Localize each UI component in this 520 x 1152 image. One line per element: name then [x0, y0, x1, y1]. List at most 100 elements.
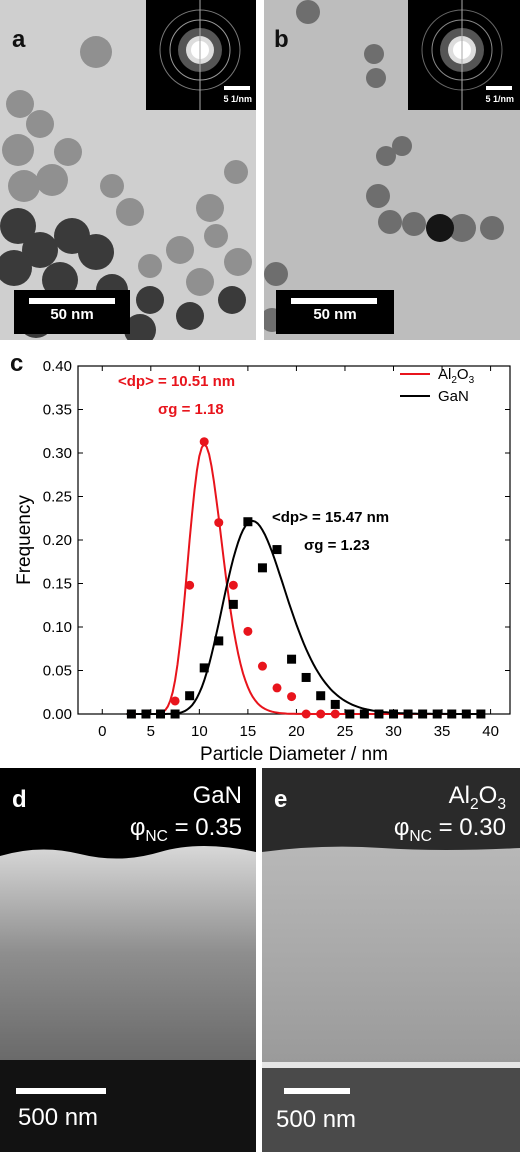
data-point-1	[214, 636, 224, 646]
phi-subscript-d: NC	[145, 827, 168, 845]
y-tick-label: 0.40	[43, 358, 72, 375]
data-point-0	[257, 661, 267, 671]
scale-bar-label-d: 500 nm	[18, 1104, 99, 1131]
tem-panel-a: a 5 1/nm 50 nm	[0, 0, 256, 340]
data-point-0	[228, 580, 238, 590]
data-point-1	[476, 709, 486, 719]
annotation-mean-1: <dp> = 15.47 nm	[272, 509, 389, 526]
annotation-sigma-1: σg = 1.23	[304, 537, 370, 554]
phi-subscript-e: NC	[409, 827, 432, 845]
data-point-1	[287, 654, 297, 664]
phi-value-e: = 0.30	[431, 814, 506, 841]
data-point-1	[199, 663, 209, 673]
x-tick-label: 35	[434, 723, 451, 740]
data-point-1	[185, 691, 195, 701]
data-point-1	[403, 709, 413, 719]
inset-scale-label-b: 5 1/nm	[485, 94, 514, 104]
diffraction-inset-b: 5 1/nm	[408, 0, 520, 110]
data-point-1	[170, 709, 180, 719]
y-axis-label: Frequency	[14, 495, 35, 585]
y-tick-label: 0.15	[43, 576, 72, 593]
y-tick-label: 0.20	[43, 532, 72, 549]
scale-bar-label-b: 50 nm	[313, 306, 357, 323]
inset-scale-bar-b	[486, 86, 512, 90]
data-point-1	[359, 709, 369, 719]
data-point-1	[301, 672, 311, 682]
y-tick-label: 0.25	[43, 489, 72, 506]
material-sub2-e: 3	[497, 795, 506, 813]
data-point-1	[257, 563, 267, 573]
data-point-0	[287, 692, 297, 702]
panel-letter-c: c	[10, 350, 24, 377]
data-point-0	[170, 696, 180, 706]
data-point-1	[374, 709, 384, 719]
sem-panel-d: d GaN φNC = 0.35 500 nm	[0, 768, 256, 1152]
data-point-1	[316, 691, 326, 701]
tem-panel-b: b 5 1/nm 50 nm	[264, 0, 520, 340]
scale-bar-line-b	[291, 298, 377, 304]
y-tick-label: 0.30	[43, 445, 72, 462]
y-tick-label: 0.00	[43, 706, 72, 723]
scale-bar-label-e: 500 nm	[276, 1106, 357, 1133]
data-point-1	[272, 545, 282, 555]
data-point-1	[447, 709, 457, 719]
y-tick-label: 0.05	[43, 663, 72, 680]
inset-scale-label-a: 5 1/nm	[223, 94, 252, 104]
y-tick-label: 0.10	[43, 619, 72, 636]
panel-letter-e: e	[274, 786, 288, 813]
x-tick-label: 30	[385, 723, 402, 740]
material-label-d: GaN	[192, 782, 242, 809]
x-tick-label: 0	[98, 723, 106, 740]
phi-value-d: = 0.35	[167, 814, 242, 841]
data-point-0	[301, 709, 311, 719]
data-point-1	[243, 517, 253, 527]
inset-scale-bar-a	[224, 86, 250, 90]
y-tick-label: 0.35	[43, 402, 72, 419]
data-point-1	[432, 709, 442, 719]
volume-fraction-label-e: φNC = 0.30	[394, 814, 506, 846]
annotation-mean-0: <dp> = 10.51 nm	[118, 373, 235, 390]
sem-panel-e: e Al2O3 φNC = 0.30 500 nm	[262, 768, 520, 1152]
data-point-1	[126, 709, 136, 719]
material-label-e: Al2O3	[449, 782, 506, 814]
x-tick-label: 40	[482, 723, 499, 740]
volume-fraction-label-d: φNC = 0.35	[130, 814, 242, 846]
panel-letter-a: a	[12, 26, 26, 53]
x-tick-label: 10	[191, 723, 208, 740]
data-point-0	[199, 437, 209, 447]
scale-bar-b: 50 nm	[276, 290, 394, 334]
data-point-0	[272, 683, 282, 693]
data-point-1	[418, 709, 428, 719]
data-point-1	[141, 709, 151, 719]
data-point-1	[330, 699, 340, 709]
x-tick-label: 25	[337, 723, 354, 740]
legend-label-1: GaN	[438, 388, 469, 405]
data-point-0	[243, 626, 253, 636]
data-point-0	[214, 518, 224, 528]
x-tick-label: 15	[240, 723, 257, 740]
x-tick-label: 5	[147, 723, 155, 740]
annotation-sigma-0: σg = 1.18	[158, 401, 224, 418]
data-point-0	[316, 709, 326, 719]
phi-symbol-d: φ	[129, 814, 146, 841]
data-point-1	[156, 709, 166, 719]
scale-bar-label-a: 50 nm	[50, 306, 94, 323]
data-point-0	[185, 580, 195, 590]
x-tick-label: 20	[288, 723, 305, 740]
data-point-0	[330, 709, 340, 719]
material-al-e: Al	[448, 782, 470, 809]
scale-bar-a: 50 nm	[14, 290, 130, 334]
panel-letter-d: d	[12, 786, 27, 813]
data-point-1	[345, 709, 355, 719]
data-point-1	[228, 599, 238, 609]
x-axis-label: Particle Diameter / nm	[200, 744, 388, 764]
chart-canvas: 0 5 10 15 20 25 30 35 40 0.00 0.05 0.10 0.15 0.20 0.25…	[14, 358, 511, 764]
size-distribution-chart: c 0 5 10 15 20 25 30 35 40 0.00 0.05 0.10 0.15 0.20 0.…	[0, 344, 520, 764]
material-o-e: O	[478, 782, 498, 809]
material-sub1-e: 2	[469, 795, 479, 813]
data-point-1	[389, 709, 399, 719]
scale-bar-d	[16, 1088, 106, 1094]
legend-label-0: Al2O3	[438, 366, 475, 386]
diffraction-inset-a: 5 1/nm	[146, 0, 256, 110]
phi-symbol-e: φ	[393, 814, 410, 841]
